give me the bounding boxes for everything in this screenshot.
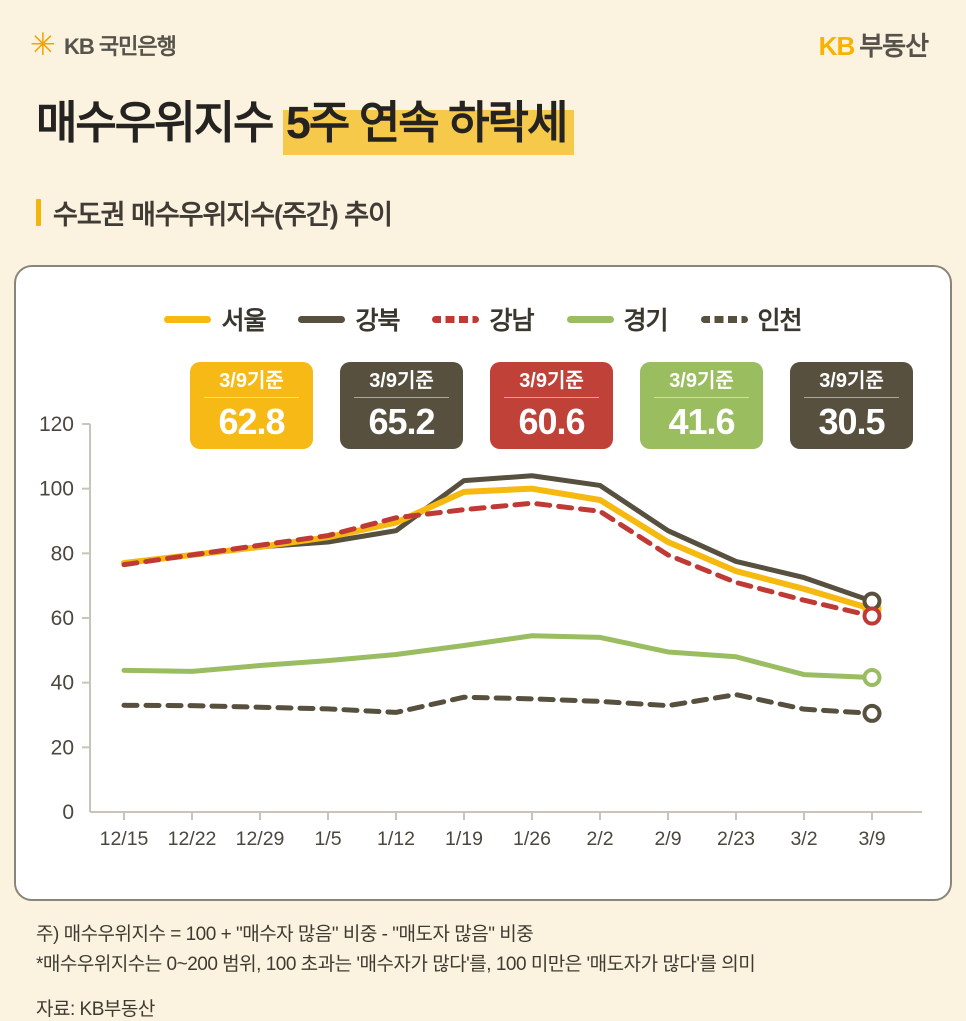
legend-dashed-line-swatch xyxy=(700,315,748,323)
y-axis-tick-label: 60 xyxy=(51,607,74,630)
line-chart: 0 20 40 60 80 100 120 12/15 12/22 12/29 1/5 1/12 1/1… xyxy=(39,413,922,850)
page-title: 매수우위지수 5주 연속 하락세 xyxy=(36,97,966,155)
y-axis-tick-label: 80 xyxy=(51,542,74,565)
x-axis-tick-label: 12/29 xyxy=(236,828,285,850)
brand-rest: 부동산 xyxy=(859,31,929,61)
badge-date-label: 3/9기준 xyxy=(369,370,434,392)
x-axis-tick-label: 3/2 xyxy=(790,828,817,850)
end-marker-경기 xyxy=(862,667,882,687)
legend-item-강남: 강남 xyxy=(432,301,535,337)
chart-legend: 서울 강북 강남 경기 인천 xyxy=(16,267,950,337)
chart-subtitle: 수도권 매수우위지수(주간) 추이 xyxy=(36,193,966,232)
legend-dashed-line-swatch xyxy=(432,315,480,323)
x-axis-tick-label: 2/23 xyxy=(717,828,755,850)
badge-value: 60.6 xyxy=(518,401,585,442)
legend-line-swatch xyxy=(164,315,212,323)
header: ✳ KB 국민은행 KB 부동산 xyxy=(0,0,966,63)
legend-label: 서울 xyxy=(221,307,266,335)
value-badge-경기: 3/9기준 41.6 xyxy=(640,362,763,449)
badge-value: 62.8 xyxy=(218,401,285,442)
legend-line-swatch xyxy=(566,315,614,323)
end-marker-강남 xyxy=(862,606,882,626)
kb-bank-logo: ✳ KB 국민은행 xyxy=(30,27,177,62)
footnote-line: 주) 매수우위지수 = 100 + "매수자 많음" 비중 - "매도자 많음"… xyxy=(36,924,534,945)
x-axis-tick-label: 1/5 xyxy=(314,828,341,850)
value-badge-인천: 3/9기준 30.5 xyxy=(790,362,913,449)
title-highlighted: 5주 연속 하락세 xyxy=(282,97,575,155)
end-marker-인천 xyxy=(862,703,882,723)
kb-real-estate-logo: KB 부동산 xyxy=(818,26,929,63)
series-line-서울 xyxy=(121,485,875,612)
badge-value: 30.5 xyxy=(818,401,885,442)
x-axis-tick-label: 12/22 xyxy=(168,828,217,850)
legend-label: 강북 xyxy=(355,307,400,335)
source-credit: 자료: KB부동산 xyxy=(36,999,155,1020)
chart-card: 서울 강북 강남 경기 인천 3/9기준 62.8 3/9기준 65.2 3/9기준 60.6 3/… xyxy=(14,265,952,901)
brand-kb: KB xyxy=(818,31,856,61)
x-axis-tick-label: 1/26 xyxy=(513,828,551,850)
y-axis-tick-label: 120 xyxy=(39,413,74,436)
footnotes: 주) 매수우위지수 = 100 + "매수자 많음" 비중 - "매도자 많음"… xyxy=(36,920,966,980)
value-badge-강북: 3/9기준 65.2 xyxy=(340,362,463,449)
value-badge-강남: 3/9기준 60.6 xyxy=(490,362,613,449)
badge-divider xyxy=(353,397,450,398)
y-axis-tick-label: 0 xyxy=(62,801,74,824)
x-axis-tick-label: 2/2 xyxy=(586,828,613,850)
latest-value-badges: 3/9기준 62.8 3/9기준 65.2 3/9기준 60.6 3/9기준 41.6 3/9기… xyxy=(190,362,950,449)
series-line-인천 xyxy=(121,692,875,716)
badge-date-label: 3/9기준 xyxy=(819,370,884,392)
x-axis-tick-label: 3/9 xyxy=(858,828,885,850)
end-marker-강북 xyxy=(862,591,882,611)
x-axis-tick-label: 1/19 xyxy=(445,828,483,850)
value-badge-서울: 3/9기준 62.8 xyxy=(190,362,313,449)
badge-divider xyxy=(203,397,300,398)
series-line-강북 xyxy=(121,473,875,604)
legend-label: 경기 xyxy=(623,307,669,335)
legend-item-경기: 경기 xyxy=(566,301,669,337)
y-axis-tick-label: 40 xyxy=(51,672,74,695)
bank-name: KB 국민은행 xyxy=(63,33,177,59)
badge-value: 65.2 xyxy=(368,401,435,442)
y-axis-tick-label: 20 xyxy=(51,736,74,759)
series-line-경기 xyxy=(121,633,875,680)
legend-item-인천: 인천 xyxy=(700,301,803,337)
badge-divider xyxy=(503,397,600,398)
badge-date-label: 3/9기준 xyxy=(519,370,584,392)
badge-divider xyxy=(653,397,750,398)
legend-line-swatch xyxy=(298,315,346,323)
legend-label: 강남 xyxy=(489,307,534,335)
title-plain: 매수우위지수 xyxy=(36,97,283,148)
badge-value: 41.6 xyxy=(668,401,735,442)
badge-date-label: 3/9기준 xyxy=(669,370,734,392)
legend-item-서울: 서울 xyxy=(164,301,266,337)
x-axis-tick-label: 2/9 xyxy=(654,828,681,850)
footnote-line: *매수우위지수는 0~200 범위, 100 초과는 '매수자가 많다'를, 1… xyxy=(36,954,756,975)
kb-star-icon: ✳ xyxy=(30,27,56,62)
x-axis-tick-label: 1/12 xyxy=(377,828,415,850)
y-axis-tick-label: 100 xyxy=(39,478,74,501)
badge-date-label: 3/9기준 xyxy=(219,370,284,392)
legend-label: 인천 xyxy=(757,307,803,335)
series-line-강남 xyxy=(121,500,875,619)
subtitle-accent-bar xyxy=(36,199,41,226)
x-axis-tick-label: 12/15 xyxy=(100,828,149,850)
legend-item-강북: 강북 xyxy=(298,301,400,337)
subtitle-text: 수도권 매수우위지수(주간) 추이 xyxy=(53,200,393,230)
badge-divider xyxy=(803,397,900,398)
